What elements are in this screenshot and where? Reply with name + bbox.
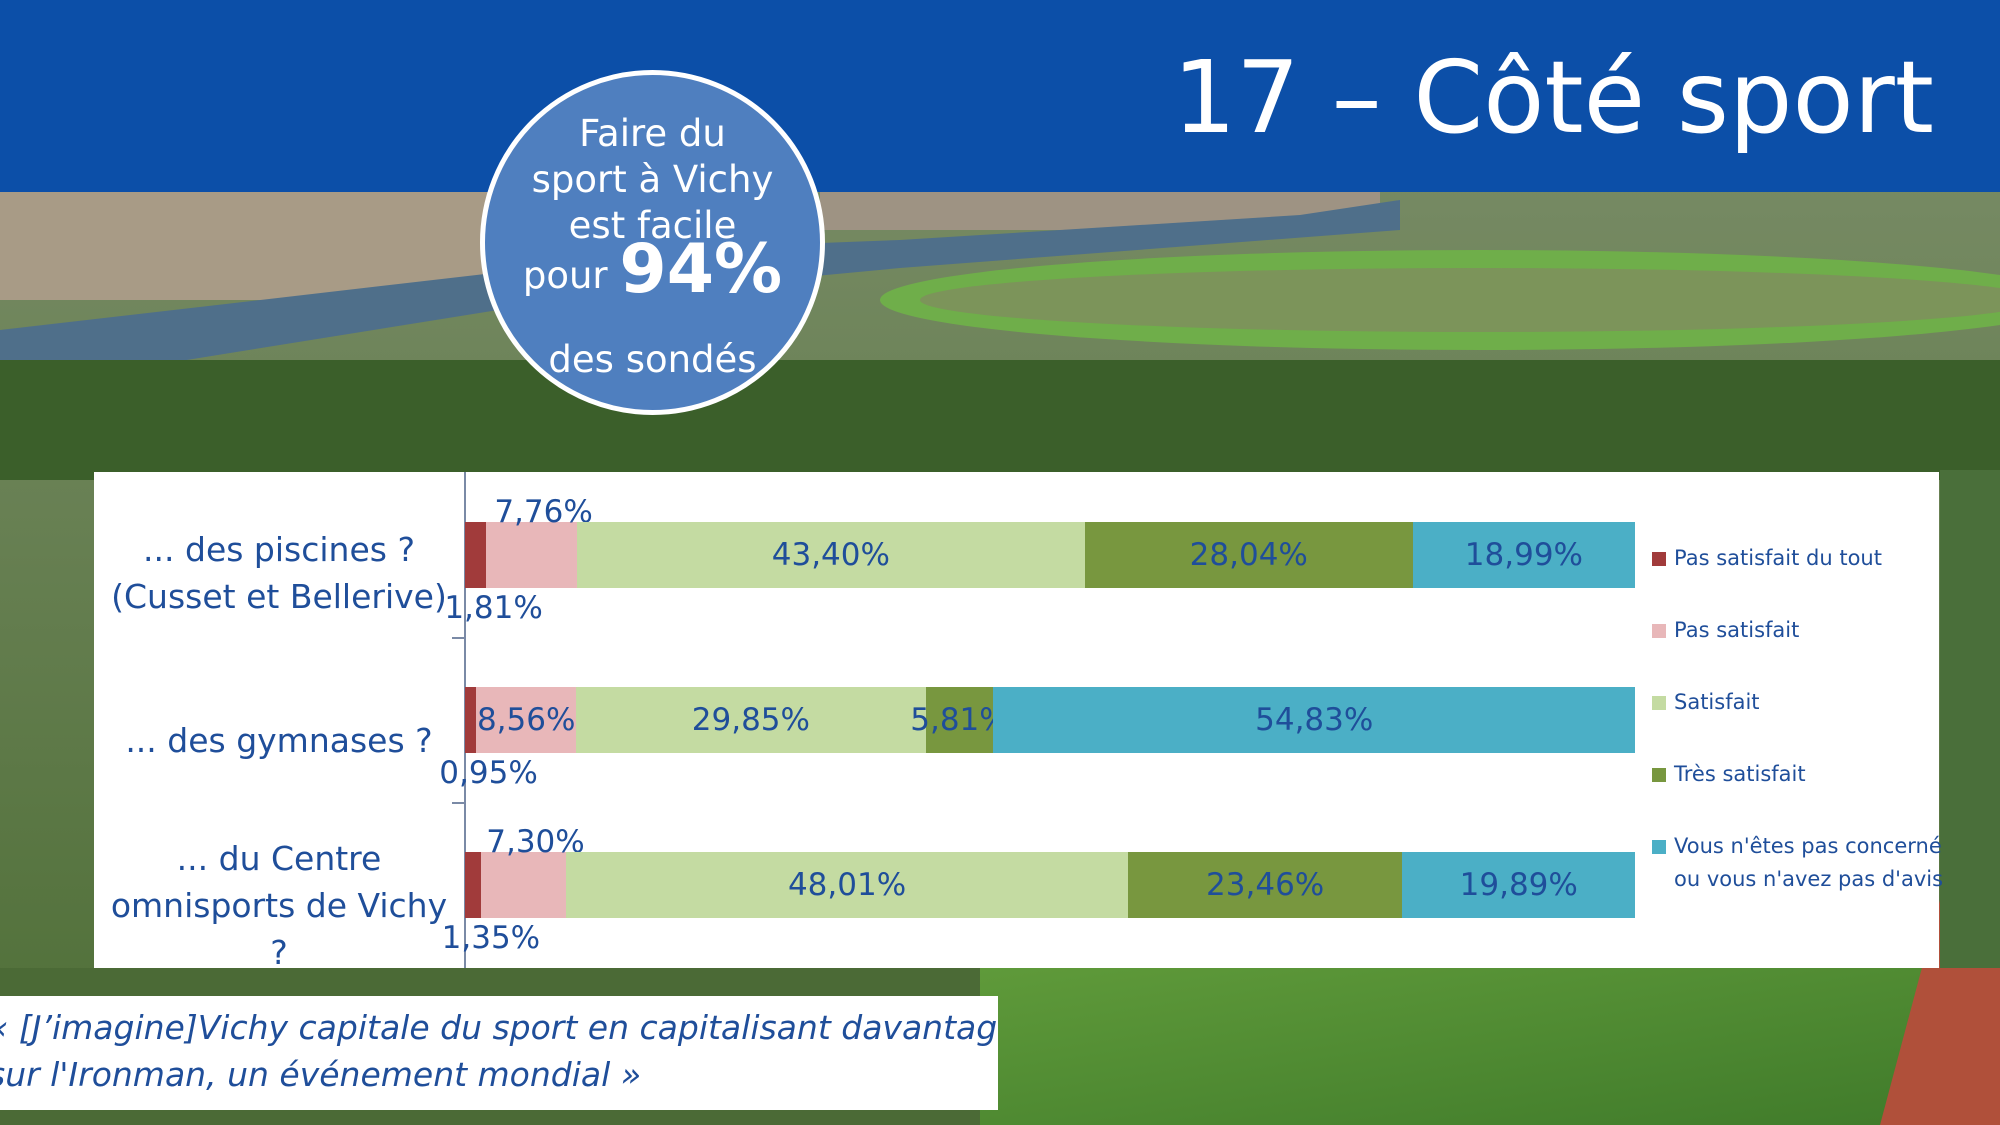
data-label: 19,89%: [1459, 867, 1578, 903]
bar-segment: [1402, 852, 1636, 918]
data-label: 29,85%: [691, 702, 810, 738]
category-label-line: ... des gymnases ?: [125, 720, 433, 760]
data-label: 28,04%: [1189, 537, 1308, 573]
data-label: 1,35%: [441, 920, 541, 956]
bar-segment: [1084, 522, 1413, 588]
bar-segment: [566, 852, 1128, 918]
badge-line-2: sport à Vichy: [531, 158, 774, 201]
bar-segment: [465, 852, 481, 918]
stacked-bar-chart: ... des piscines ? (Cusset et Bellerive).…: [94, 472, 1943, 972]
badge-line-1: Faire du: [579, 112, 726, 155]
category-label-line: ... du Centre: [176, 838, 382, 878]
data-label: 7,76%: [494, 494, 593, 530]
badge-line-4: pour 94%: [485, 236, 820, 304]
bar-segment: [476, 687, 577, 753]
axis-tick: [452, 637, 464, 639]
badge-line-5: des sondés: [548, 338, 757, 381]
category-label: ... du Centre omnisports de Vichy?: [94, 835, 464, 976]
legend-label: Très satisfait: [1674, 762, 1806, 786]
data-label: 54,83%: [1255, 702, 1374, 738]
bar-segment: [1412, 522, 1635, 588]
legend-label: Satisfait: [1674, 690, 1760, 714]
legend-swatch: [1652, 624, 1666, 638]
data-label: 0,95%: [439, 755, 538, 791]
data-label: 1,81%: [444, 590, 543, 626]
badge-prefix: pour: [522, 254, 608, 297]
badge-line-3: est facile: [568, 204, 737, 247]
bar-segment: [486, 522, 577, 588]
quote-text: « [J’imagine]Vichy capitale du sport en …: [0, 1004, 998, 1098]
data-label: 23,46%: [1206, 867, 1325, 903]
bar-segment: [1127, 852, 1403, 918]
data-label: 18,99%: [1464, 537, 1584, 573]
axis-tick: [452, 802, 464, 804]
category-label: ... des gymnases ?: [94, 717, 464, 764]
category-label-line: ... des piscines ?: [143, 530, 415, 569]
data-label: 43,40%: [771, 537, 890, 573]
legend-label: Vous n'êtes pas concerné ou vous n'avez …: [1674, 834, 1944, 891]
quote-line-2: sur l'Ironman, un événement mondial »: [0, 1055, 642, 1094]
data-label: 48,01%: [787, 867, 907, 903]
header-banner: 17 – Côté sport: [0, 0, 2000, 192]
bar-segment: [465, 522, 487, 588]
stat-badge: Faire du sport à Vichy est facile pour 9…: [480, 70, 825, 415]
bar-segment: [925, 687, 994, 753]
legend-label: Pas satisfait: [1674, 618, 1800, 642]
category-label-line: omnisports de Vichy: [110, 885, 448, 925]
category-label-line: (Cusset et Bellerive): [111, 577, 447, 616]
legend-swatch: [1652, 768, 1666, 782]
quote-box: « [J’imagine]Vichy capitale du sport en …: [0, 996, 998, 1110]
badge-percentage: 94%: [619, 230, 783, 309]
category-label-line: ?: [270, 932, 288, 972]
bar-segment: [576, 522, 1085, 588]
legend-swatch: [1652, 840, 1666, 854]
data-label: 5,81%: [910, 702, 1009, 738]
legend-label: Pas satisfait du tout: [1674, 546, 1882, 570]
category-label: ... des piscines ? (Cusset et Bellerive): [94, 526, 464, 620]
quote-line-1: « [J’imagine]Vichy capitale du sport en …: [0, 1008, 998, 1047]
legend-swatch: [1652, 552, 1666, 566]
bar-segment: [576, 687, 926, 753]
bar-segment: [480, 852, 567, 918]
legend-swatch: [1652, 696, 1666, 710]
bar-segment: [465, 687, 477, 753]
bar-segment: [993, 687, 1635, 753]
page-title: 17 – Côté sport: [1172, 39, 1934, 156]
data-label: 8,56%: [476, 702, 576, 738]
